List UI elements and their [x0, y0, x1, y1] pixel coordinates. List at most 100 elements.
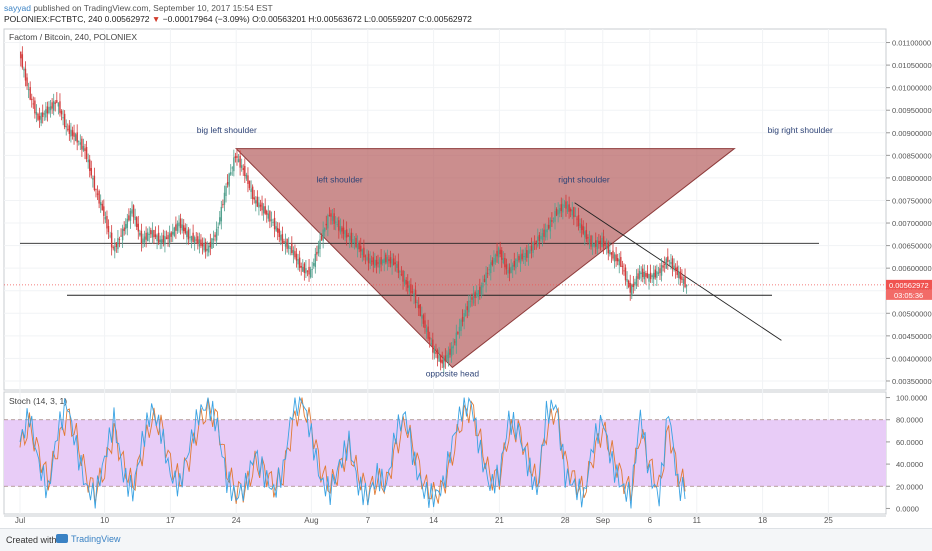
candle-body: [228, 173, 230, 187]
candle-body: [565, 201, 567, 209]
candle-body: [537, 236, 539, 247]
candle-body: [89, 159, 91, 171]
publish-info: sayyad published on TradingView.com, Sep…: [4, 3, 273, 13]
candle-body: [606, 246, 608, 249]
candle-body: [272, 221, 274, 223]
publish-text: published on TradingView.com, September …: [33, 3, 273, 13]
candle-body: [258, 202, 260, 208]
stoch-tick-label: 20.0000: [896, 482, 923, 491]
candle-body: [407, 281, 409, 288]
tradingview-logo[interactable]: TradingView: [56, 534, 121, 544]
candle-body: [71, 130, 74, 136]
candle-body: [595, 240, 597, 247]
candle-body: [413, 293, 415, 297]
candle-body: [654, 269, 656, 278]
candle-body: [662, 265, 664, 268]
candle-body: [230, 172, 232, 175]
candle-body: [225, 185, 227, 197]
candle-body: [618, 259, 620, 266]
candle-body: [510, 266, 512, 273]
candle-body: [624, 267, 627, 281]
candle-body: [179, 218, 182, 229]
candle-body: [479, 286, 481, 294]
candle-body: [527, 250, 530, 258]
candle-body: [446, 354, 448, 361]
candle-body: [400, 274, 403, 276]
ohlc-values: O:0.00563201 H:0.00563672 L:0.00559207 C…: [252, 14, 472, 24]
candle-body: [120, 235, 122, 237]
candle-body: [505, 264, 508, 270]
candle-body: [538, 234, 541, 241]
x-tick-label: 6: [648, 516, 653, 525]
candle-body: [353, 241, 356, 243]
candle-body: [121, 228, 124, 241]
candle-body: [344, 230, 346, 238]
candle-body: [286, 238, 288, 249]
candle-body: [162, 235, 165, 243]
candle-body: [219, 217, 221, 225]
candle-body: [193, 237, 196, 243]
candle-body: [436, 349, 439, 359]
candle-body: [40, 112, 42, 124]
candle-body: [103, 206, 105, 216]
candle-body: [643, 271, 646, 280]
candle-body: [43, 113, 45, 115]
price-tick-label: 0.00350000: [892, 377, 932, 386]
candle-body: [653, 272, 655, 280]
candle-body: [615, 254, 617, 262]
candle-body: [399, 271, 401, 273]
candle-body: [200, 239, 202, 246]
author-link[interactable]: sayyad: [4, 3, 31, 13]
candle-body: [602, 236, 605, 247]
candle-body: [161, 239, 163, 243]
x-tick-label: 17: [166, 516, 175, 525]
candle-body: [411, 291, 414, 293]
candle-body: [287, 245, 290, 249]
candle-body: [577, 215, 580, 227]
candle-body: [57, 102, 60, 107]
candle-body: [175, 224, 177, 231]
candle-body: [284, 241, 287, 247]
candle-body: [236, 155, 238, 159]
candle-body: [439, 355, 442, 363]
candle-body: [663, 264, 666, 266]
last-price: 0.00562972: [104, 14, 150, 24]
candle-body: [239, 155, 241, 168]
candle-body: [355, 237, 357, 247]
candle-body: [338, 220, 340, 231]
candle-body: [383, 258, 385, 264]
candle-body: [427, 326, 429, 339]
candle-body: [167, 235, 169, 240]
candle-body: [582, 226, 584, 234]
candle-body: [366, 257, 368, 261]
chart-title: Factom / Bitcoin, 240, POLONIEX: [9, 32, 137, 42]
candle-body: [32, 103, 35, 105]
candle-body: [367, 253, 370, 264]
candle-body: [674, 267, 677, 271]
candle-body: [330, 213, 332, 217]
candle-body: [599, 240, 602, 244]
candle-body: [488, 269, 490, 271]
candle-body: [128, 215, 130, 221]
candle-body: [48, 106, 50, 114]
candle-body: [209, 241, 212, 248]
price-chart[interactable]: Jul 10 17 24 Aug 7 14 21 28 Sep 6 11 18 25 0.01100000 0…: [0, 0, 932, 528]
candle-body: [26, 77, 28, 87]
x-tick-label: 11: [693, 516, 702, 525]
candle-body: [678, 271, 680, 279]
candle-body: [24, 68, 27, 81]
candle-body: [377, 262, 379, 264]
candle-body: [416, 302, 418, 304]
candle-body: [56, 100, 58, 103]
annotation-label: big right shoulder: [768, 125, 833, 135]
candle-body: [78, 140, 80, 142]
candle-body: [533, 243, 536, 245]
candle-body: [168, 233, 171, 243]
candle-body: [222, 204, 224, 206]
candle-body: [425, 328, 428, 332]
candle-body: [508, 267, 511, 274]
candle-body: [132, 205, 135, 218]
candle-body: [302, 266, 304, 272]
candle-body: [385, 254, 387, 263]
candle-body: [391, 258, 393, 267]
